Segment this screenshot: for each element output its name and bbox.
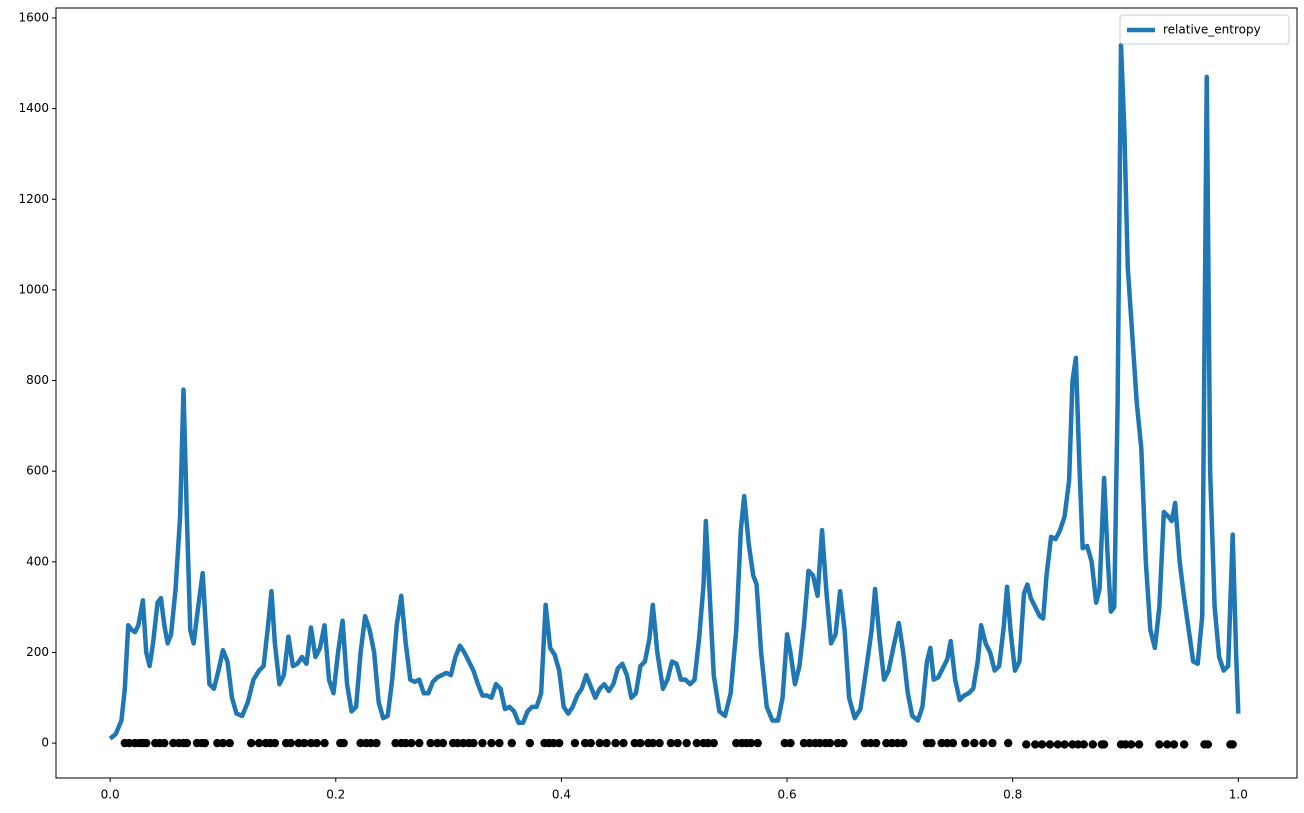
scatter-point	[709, 738, 718, 748]
scatter-point	[339, 738, 348, 748]
scatter-point	[286, 738, 295, 748]
scatter-point	[554, 738, 564, 748]
scatter-point	[407, 738, 416, 748]
scatter-point	[602, 738, 611, 748]
scatter-point	[979, 738, 988, 748]
scatter-point	[673, 738, 682, 748]
scatter-point	[1126, 740, 1136, 749]
y-tick-label: 1000	[18, 282, 49, 296]
y-tick-label: 800	[26, 373, 49, 387]
scatter-point	[1228, 740, 1237, 749]
scatter-point	[611, 738, 620, 748]
scatter-point	[218, 738, 228, 748]
x-tick-label: 0.0	[101, 788, 120, 802]
scatter-point	[1203, 740, 1213, 749]
y-tick-label: 1200	[18, 192, 49, 206]
scatter-point	[586, 738, 595, 748]
scatter-point	[839, 738, 848, 748]
scatter-point	[246, 738, 256, 748]
line-series	[108, 42, 1241, 741]
axes-frame	[55, 7, 1298, 779]
scatter-point	[899, 738, 908, 748]
x-tick-label: 1.0	[1229, 788, 1248, 802]
y-tick-label: 200	[26, 645, 49, 659]
scatter-point	[1088, 740, 1097, 749]
scatter-point	[469, 738, 478, 748]
scatter-point	[1037, 740, 1047, 749]
scatter-point	[595, 738, 604, 748]
scatter-point	[655, 738, 664, 748]
scatter-point	[961, 738, 970, 748]
scatter-point	[1003, 738, 1013, 748]
scatter-point	[495, 738, 504, 748]
legend-label: relative_entropy	[1163, 23, 1261, 37]
scatter-point	[970, 738, 979, 748]
scatter-point	[682, 738, 691, 748]
scatter-point	[692, 738, 702, 748]
scatter-point	[225, 738, 234, 748]
scatter-point	[570, 738, 580, 748]
scatter-point	[525, 738, 535, 748]
scatter-point	[142, 738, 151, 748]
scatter-point	[1060, 740, 1069, 749]
scatter-point	[927, 738, 936, 748]
y-tick-label: 0	[41, 736, 49, 750]
scatter-point	[619, 738, 628, 748]
scatter-point	[438, 738, 448, 748]
scatter-point	[871, 738, 881, 748]
scatter-point	[786, 738, 795, 748]
scatter-point	[1155, 740, 1164, 749]
scatter-point	[1045, 740, 1055, 749]
scatter-point	[415, 738, 424, 748]
scatter-point	[1079, 740, 1088, 749]
scatter-point	[636, 738, 645, 748]
scatter-point	[200, 738, 210, 748]
scatter-point	[825, 738, 835, 748]
scatter-point	[1022, 740, 1031, 749]
y-tick-label: 600	[26, 464, 49, 478]
scatter-point	[1169, 740, 1179, 749]
scatter-point	[254, 738, 264, 748]
scatter-point	[182, 738, 192, 748]
x-tick-label: 0.2	[326, 788, 345, 802]
scatter-point	[487, 738, 496, 748]
y-tick-label: 1600	[18, 10, 49, 24]
scatter-point	[753, 738, 762, 748]
scatter-point	[426, 738, 435, 748]
scatter-point	[270, 738, 280, 748]
x-tick-label: 0.8	[1003, 788, 1022, 802]
scatter-point	[746, 738, 756, 748]
scatter-point	[988, 738, 997, 748]
scatter-point	[666, 738, 676, 748]
scatter-point	[312, 738, 321, 748]
scatter-point	[1031, 740, 1040, 749]
legend-box	[1119, 14, 1290, 45]
scatter-point	[1179, 740, 1189, 749]
scatter-point	[320, 738, 329, 748]
x-tick-label: 0.4	[552, 788, 571, 802]
y-tick-label: 1400	[18, 101, 49, 115]
scatter-point	[300, 738, 309, 748]
scatter-point	[478, 738, 487, 748]
scatter-point	[1099, 740, 1109, 749]
x-tick-label: 0.6	[778, 788, 797, 802]
scatter-point	[648, 738, 658, 748]
scatter-point	[1053, 740, 1063, 749]
scatter-point	[1134, 740, 1144, 749]
scatter-point	[160, 738, 169, 748]
scatter-point	[507, 738, 516, 748]
scatter-point	[372, 738, 381, 748]
scatter-point	[1163, 740, 1172, 749]
scatter-point	[948, 738, 958, 748]
y-tick-label: 400	[26, 554, 49, 568]
